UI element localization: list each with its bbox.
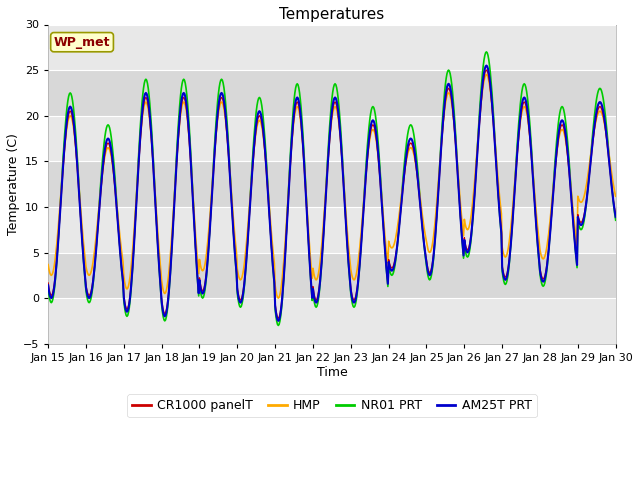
NR01 PRT: [612, 217, 620, 223]
CR1000 panelT: [380, 221, 387, 227]
Title: Temperatures: Temperatures: [279, 7, 385, 22]
NR01 PRT: [275, 323, 282, 328]
HMP: [275, 295, 282, 301]
AM25T PRT: [193, 270, 201, 276]
Line: CR1000 panelT: CR1000 panelT: [48, 70, 616, 318]
Legend: CR1000 panelT, HMP, NR01 PRT, AM25T PRT: CR1000 panelT, HMP, NR01 PRT, AM25T PRT: [127, 394, 537, 417]
CR1000 panelT: [193, 268, 201, 274]
Bar: [48, 298, 616, 344]
AM25T PRT: [561, 128, 569, 134]
X-axis label: Time: Time: [317, 365, 348, 379]
HMP: [44, 262, 52, 267]
HMP: [612, 193, 620, 199]
HMP: [169, 220, 177, 226]
AM25T PRT: [612, 214, 620, 220]
CR1000 panelT: [275, 315, 282, 321]
Text: WP_met: WP_met: [54, 36, 110, 48]
Line: AM25T PRT: AM25T PRT: [48, 66, 616, 321]
AM25T PRT: [324, 158, 332, 164]
HMP: [193, 253, 201, 259]
CR1000 panelT: [483, 67, 490, 73]
Bar: [48, 70, 616, 116]
Line: HMP: HMP: [48, 75, 616, 298]
NR01 PRT: [324, 150, 332, 156]
NR01 PRT: [44, 286, 52, 291]
CR1000 panelT: [324, 160, 332, 166]
HMP: [483, 72, 490, 78]
HMP: [435, 170, 443, 176]
NR01 PRT: [435, 172, 443, 178]
NR01 PRT: [483, 49, 490, 55]
HMP: [380, 212, 387, 217]
Bar: [48, 24, 616, 70]
CR1000 panelT: [44, 280, 52, 286]
AM25T PRT: [435, 177, 443, 182]
AM25T PRT: [483, 63, 490, 69]
AM25T PRT: [380, 220, 387, 226]
CR1000 panelT: [612, 212, 620, 217]
Bar: [48, 252, 616, 298]
Line: NR01 PRT: NR01 PRT: [48, 52, 616, 325]
CR1000 panelT: [561, 132, 569, 138]
Y-axis label: Temperature (C): Temperature (C): [7, 133, 20, 235]
NR01 PRT: [193, 271, 201, 276]
AM25T PRT: [169, 231, 177, 237]
NR01 PRT: [561, 116, 569, 121]
NR01 PRT: [169, 228, 177, 234]
Bar: [48, 207, 616, 252]
CR1000 panelT: [435, 178, 443, 183]
Bar: [48, 116, 616, 161]
AM25T PRT: [275, 318, 282, 324]
HMP: [324, 157, 332, 163]
Bar: [48, 161, 616, 207]
NR01 PRT: [380, 217, 387, 223]
CR1000 panelT: [169, 230, 177, 236]
HMP: [561, 135, 569, 141]
AM25T PRT: [44, 282, 52, 288]
